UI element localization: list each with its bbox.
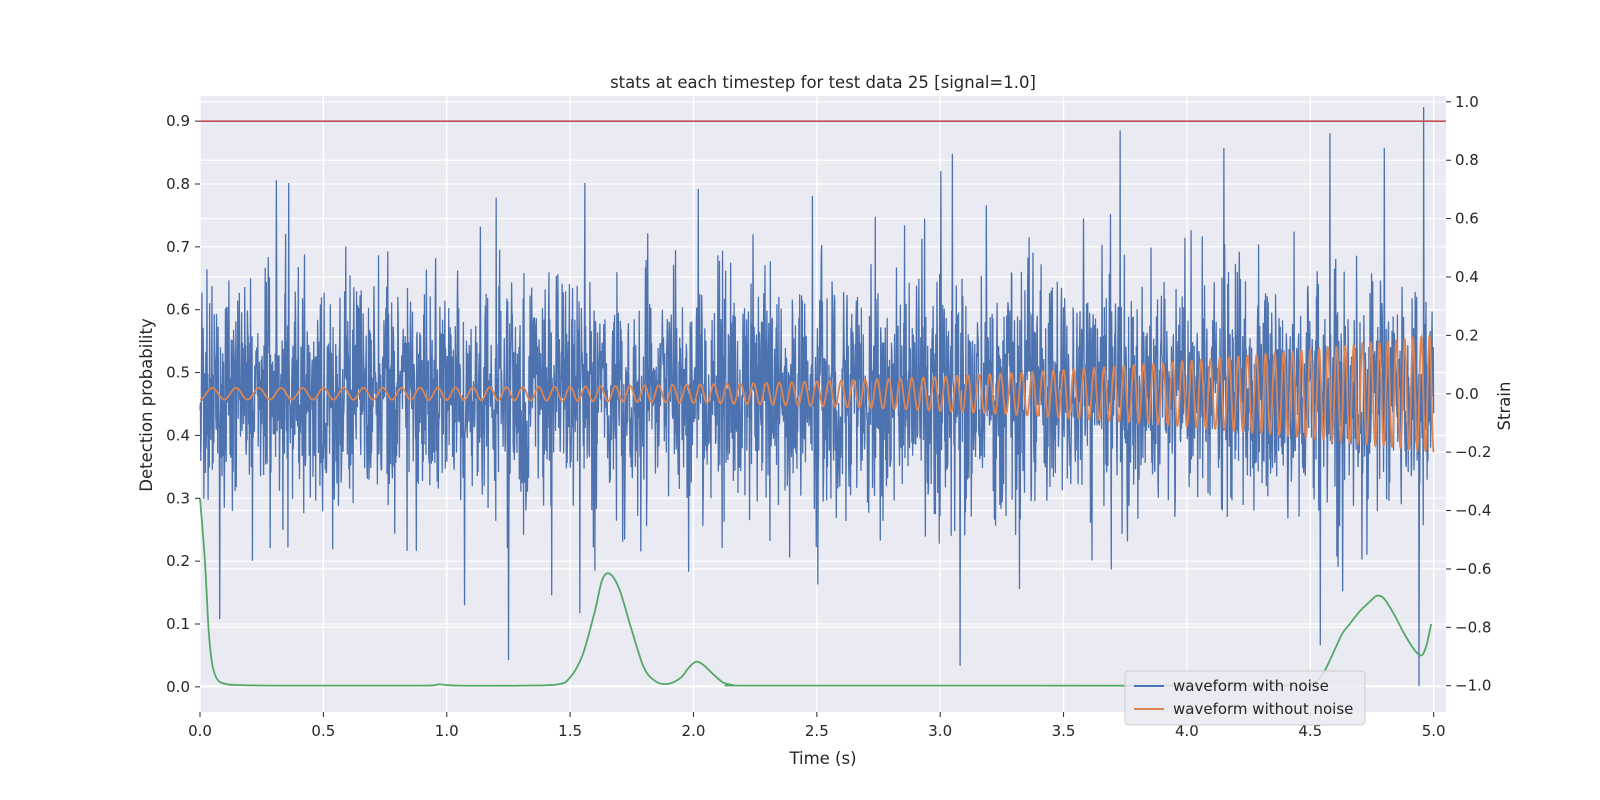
- y-tick-label-right: 0.6: [1455, 210, 1479, 228]
- y-tick-label-right: −0.6: [1455, 560, 1491, 578]
- y-tick-label-left: 0.6: [166, 301, 190, 319]
- series-line-noise: [199, 107, 1435, 687]
- x-tick-label: 2.5: [805, 722, 829, 740]
- y-tick-label-right: −1.0: [1455, 677, 1491, 695]
- y-tick-label-right: 0.8: [1455, 151, 1479, 169]
- x-tick-label: 3.5: [1052, 722, 1076, 740]
- y-tick-label-left: 0.5: [166, 364, 190, 382]
- x-tick-label: 4.5: [1298, 722, 1322, 740]
- y-tick-label-left: 0.7: [166, 238, 190, 256]
- legend-label-noise: waveform with noise: [1173, 677, 1329, 695]
- x-tick-label: 0.0: [188, 722, 212, 740]
- y-tick-label-left: 0.4: [166, 426, 190, 444]
- y-tick-label-right: −0.2: [1455, 443, 1491, 461]
- y-tick-label-right: 0.0: [1455, 385, 1479, 403]
- y-tick-label-left: 0.0: [166, 678, 190, 696]
- legend-box: [1124, 670, 1366, 726]
- x-tick-label: 2.0: [682, 722, 706, 740]
- axes-layer: 0.0 0.5 1.0 1.5 2.0 2.5 3.0 3.5 4.0 4.5 5.0 0.0 0.1 0…: [166, 93, 1491, 740]
- y-tick-label-left: 0.2: [166, 552, 190, 570]
- series-line-probability: [199, 498, 1433, 687]
- legend: waveform with noise waveform without noi…: [1124, 670, 1366, 726]
- x-tick-label: 4.0: [1175, 722, 1199, 740]
- x-tick-label: 5.0: [1422, 722, 1446, 740]
- x-tick-label: 1.5: [558, 722, 582, 740]
- y-tick-label-left: 0.8: [166, 175, 190, 193]
- y-axis-label-right: Strain: [1495, 382, 1514, 431]
- y-tick-label-right: −0.4: [1455, 502, 1491, 520]
- x-tick-label: 3.0: [928, 722, 952, 740]
- x-axis-label: Time (s): [788, 749, 856, 768]
- series-layer: [199, 107, 1446, 687]
- y-tick-label-right: 0.2: [1455, 326, 1479, 344]
- y-axis-label-left: Detection probability: [137, 318, 156, 492]
- y-tick-label-left: 0.1: [166, 615, 190, 633]
- y-tick-label-right: 0.4: [1455, 268, 1479, 286]
- y-tick-label-left: 0.3: [166, 489, 190, 507]
- x-tick-label: 1.0: [435, 722, 459, 740]
- x-tick-label: 0.5: [311, 722, 335, 740]
- series-line-clean: [199, 333, 1435, 454]
- chart-title: stats at each timestep for test data 25 …: [610, 73, 1036, 92]
- y-tick-label-right: −0.8: [1455, 618, 1491, 636]
- y-tick-label-left: 0.9: [166, 112, 190, 130]
- legend-label-clean: waveform without noise: [1173, 700, 1353, 718]
- y-tick-label-right: 1.0: [1455, 93, 1479, 111]
